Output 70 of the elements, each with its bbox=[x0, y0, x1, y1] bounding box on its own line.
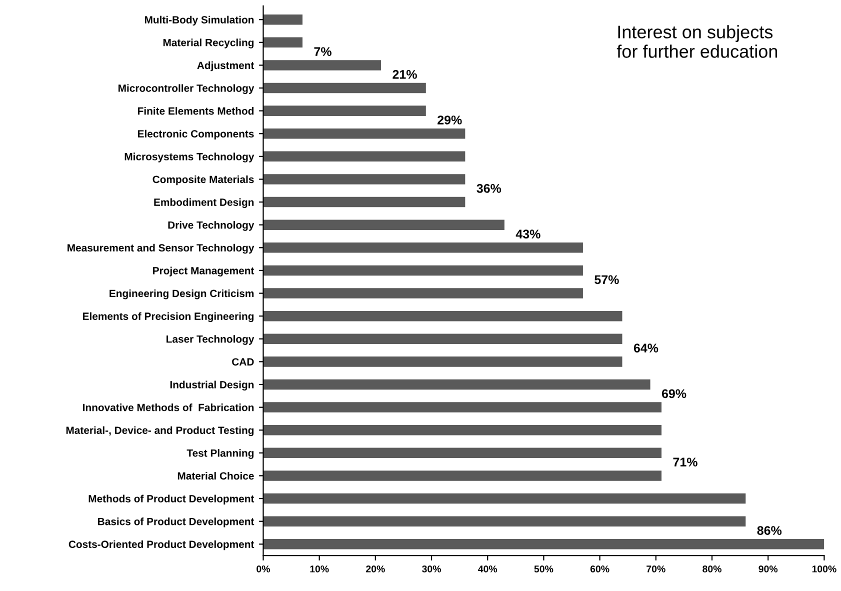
x-tick-label: 30% bbox=[422, 566, 441, 572]
bar bbox=[263, 516, 746, 526]
y-tick-label: Laser Technology bbox=[166, 335, 254, 345]
bar bbox=[263, 106, 426, 116]
x-tick-label: 100% bbox=[812, 566, 836, 572]
data-label: 36% bbox=[476, 184, 502, 193]
bar bbox=[263, 470, 662, 481]
y-tick-label: Drive Technology bbox=[168, 221, 254, 231]
bar bbox=[263, 310, 622, 322]
bar bbox=[263, 356, 622, 367]
bar bbox=[263, 82, 426, 94]
y-tick-label: Embodiment Design bbox=[154, 198, 254, 208]
y-tick-label: Material Recycling bbox=[163, 38, 254, 48]
x-tick-label: 40% bbox=[478, 566, 498, 572]
bar bbox=[263, 334, 622, 344]
y-tick-label: Electronic Components bbox=[138, 130, 254, 140]
x-tick-label: 0% bbox=[256, 566, 270, 572]
bar bbox=[263, 128, 466, 139]
y-tick-label: Engineering Design Criticism bbox=[110, 289, 254, 300]
bar bbox=[263, 265, 583, 276]
y-tick-label: Finite Elements Method bbox=[138, 107, 254, 115]
y-tick-label: Material Choice bbox=[178, 472, 254, 480]
bar bbox=[263, 402, 662, 412]
data-label: 69% bbox=[662, 389, 686, 398]
y-tick-label: Microcontroller Technology bbox=[118, 84, 254, 94]
y-tick-label: Test Planning bbox=[186, 449, 254, 459]
bar bbox=[263, 220, 504, 230]
y-tick-label: Industrial Design bbox=[170, 380, 254, 390]
x-tick-label: 80% bbox=[702, 566, 722, 572]
data-label: 86% bbox=[757, 526, 782, 535]
y-tick-label: Multi-Body Simulation bbox=[144, 16, 254, 26]
y-tick-label: Adjustment bbox=[197, 61, 254, 72]
bar bbox=[263, 379, 650, 390]
y-tick-label: Basics of Product Development bbox=[98, 518, 254, 528]
x-tick-label: 20% bbox=[366, 566, 385, 572]
bar bbox=[263, 196, 466, 208]
y-tick-label: Methods of Product Development bbox=[88, 494, 254, 504]
bar bbox=[263, 493, 746, 504]
y-tick-label: Composite Materials bbox=[152, 175, 254, 186]
x-tick-label: 90% bbox=[758, 566, 778, 572]
bar bbox=[263, 539, 824, 550]
y-tick-label: Microsystems Technology bbox=[124, 152, 254, 162]
y-tick-label: Project Management bbox=[153, 266, 254, 276]
data-label: 71% bbox=[673, 458, 698, 467]
bar bbox=[263, 37, 302, 48]
y-tick-label: Costs-Oriented Product Development bbox=[68, 540, 254, 550]
bar bbox=[263, 448, 662, 458]
bar bbox=[263, 174, 466, 184]
bar bbox=[263, 151, 466, 162]
x-tick-label: 50% bbox=[534, 566, 554, 572]
bar bbox=[263, 60, 382, 70]
data-label: 21% bbox=[392, 70, 417, 79]
bar bbox=[263, 424, 662, 436]
y-tick-label: Elements of Precision Engineering bbox=[82, 312, 254, 322]
bar bbox=[263, 242, 583, 253]
data-label: 7% bbox=[314, 47, 332, 56]
data-label: 57% bbox=[594, 275, 619, 284]
y-tick-label: Material-, Device- and Product Testing bbox=[66, 426, 254, 436]
text: Interest on subjects for further education bbox=[616, 25, 778, 58]
data-label: 43% bbox=[516, 230, 540, 238]
x-tick-label: 70% bbox=[646, 566, 666, 572]
x-tick-label: 10% bbox=[310, 566, 329, 572]
bar bbox=[263, 14, 302, 25]
y-tick-label: Measurement and Sensor Technology bbox=[68, 244, 254, 254]
data-label: 29% bbox=[438, 116, 462, 124]
data-label: 64% bbox=[634, 344, 658, 352]
y-tick-label: CAD bbox=[232, 358, 254, 366]
x-tick-label: 60% bbox=[590, 566, 610, 572]
bar bbox=[263, 288, 583, 298]
y-tick-label: Innovative Methods of Fabrication bbox=[83, 404, 254, 412]
